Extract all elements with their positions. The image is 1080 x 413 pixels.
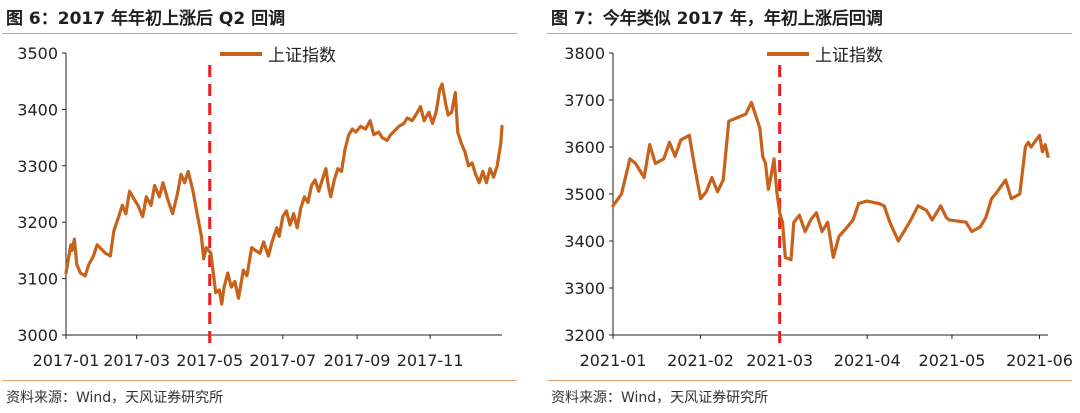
x-tick-label: 2021-03 <box>746 351 813 370</box>
figure-7-chart: 3200 3300 3400 3500 3600 3700 3800 2021-01 2021-… <box>564 44 1073 370</box>
x-tick-label: 2021-01 <box>580 351 647 370</box>
y-tick-label: 3200 <box>564 326 605 345</box>
y-tick-label: 3700 <box>564 91 605 110</box>
x-tick-label: 2017-11 <box>397 351 464 370</box>
y-tick-label: 3600 <box>564 138 605 157</box>
x-tick-label: 2017-05 <box>176 351 243 370</box>
y-tick-label: 3000 <box>17 326 58 345</box>
y-tick-label: 3400 <box>564 232 605 251</box>
x-tick-label: 2017-01 <box>33 351 100 370</box>
figure-6-bottom-rule <box>2 380 517 381</box>
y-tick-label: 3300 <box>17 157 58 176</box>
x-tick-label: 2017-03 <box>103 351 170 370</box>
figure-7-source: 资料来源：Wind，天风证券研究所 <box>551 390 769 406</box>
x-tick-label: 2021-04 <box>834 351 901 370</box>
figure-7-bottom-rule <box>547 380 1072 381</box>
y-tick-label: 3200 <box>17 213 58 232</box>
series-line-shanghai-index <box>64 82 504 306</box>
x-tick-label: 2017-07 <box>249 351 316 370</box>
figure-7-title: 图 7：今年类似 2017 年，年初上涨后回调 <box>551 9 883 29</box>
y-tick-label: 3300 <box>564 279 605 298</box>
x-tick-label: 2021-05 <box>919 351 986 370</box>
y-tick-label: 3100 <box>17 270 58 289</box>
figure-6-source: 资料来源：Wind，天风证券研究所 <box>6 390 224 406</box>
legend-label: 上证指数 <box>815 46 883 66</box>
series-line-shanghai-index <box>611 100 1050 262</box>
y-tick-label: 3500 <box>17 44 58 63</box>
x-tick-label: 2017-09 <box>324 351 391 370</box>
figure-6-chart: 3000 3100 3200 3300 3400 3500 2017-01 2017-03 20… <box>17 44 504 370</box>
figure-7-top-rule <box>547 33 1072 34</box>
legend-label: 上证指数 <box>268 46 336 66</box>
figure-6-top-rule <box>2 33 517 34</box>
x-tick-label: 2021-06 <box>1006 351 1073 370</box>
y-tick-label: 3800 <box>564 44 605 63</box>
figure-6-title: 图 6：2017 年年初上涨后 Q2 回调 <box>6 9 286 29</box>
y-tick-label: 3500 <box>564 185 605 204</box>
y-tick-label: 3400 <box>17 100 58 119</box>
x-tick-label: 2021-02 <box>667 351 734 370</box>
